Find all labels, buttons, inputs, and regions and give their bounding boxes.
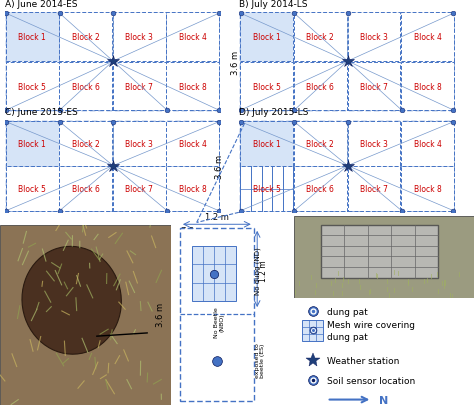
- Text: Block 4: Block 4: [414, 139, 441, 148]
- Bar: [347, 13, 401, 62]
- Bar: [6, 121, 59, 166]
- Bar: [294, 13, 347, 62]
- Bar: [347, 121, 401, 166]
- Bar: [59, 62, 112, 111]
- Text: Block 5: Block 5: [253, 184, 281, 193]
- Text: Block 2: Block 2: [72, 139, 100, 148]
- Bar: [401, 13, 454, 62]
- Text: N: N: [379, 395, 389, 405]
- Bar: [240, 167, 293, 211]
- Text: B) July 2014-LS: B) July 2014-LS: [239, 0, 308, 9]
- Text: 3.6 m: 3.6 m: [231, 50, 240, 74]
- Text: Block 3: Block 3: [126, 33, 154, 42]
- Text: Block 2: Block 2: [72, 33, 100, 42]
- Text: Block 3: Block 3: [126, 139, 154, 148]
- Text: Block 3: Block 3: [360, 33, 388, 42]
- Bar: [240, 62, 293, 111]
- Bar: [294, 121, 347, 166]
- Bar: [166, 62, 219, 111]
- Bar: [401, 62, 454, 111]
- Text: 1.2 m: 1.2 m: [205, 212, 229, 221]
- Text: 7.2 m: 7.2 m: [181, 227, 205, 236]
- Text: 1.2 m: 1.2 m: [259, 259, 268, 281]
- Text: Block 1: Block 1: [253, 139, 281, 148]
- Text: Block 8: Block 8: [179, 184, 207, 193]
- Bar: [113, 62, 166, 111]
- Text: Block 6: Block 6: [306, 82, 334, 91]
- Bar: [113, 167, 166, 211]
- Bar: [59, 121, 112, 166]
- Text: Block 1: Block 1: [18, 139, 46, 148]
- Text: Block 2: Block 2: [307, 139, 334, 148]
- Text: Block 8: Block 8: [414, 82, 441, 91]
- Text: Block 4: Block 4: [179, 33, 207, 42]
- Bar: [240, 121, 293, 166]
- Bar: [347, 62, 401, 111]
- Bar: [321, 225, 438, 278]
- Text: 3.6 m: 3.6 m: [156, 302, 165, 326]
- Text: Soil sensor location: Soil sensor location: [327, 376, 415, 385]
- Text: Block 7: Block 7: [126, 184, 154, 193]
- Bar: [401, 167, 454, 211]
- Text: Block 1: Block 1: [18, 33, 46, 42]
- Bar: [294, 167, 347, 211]
- Text: Block 7: Block 7: [126, 82, 154, 91]
- Bar: [294, 62, 347, 111]
- Bar: [6, 13, 59, 62]
- Text: No dung (ND): No dung (ND): [255, 246, 261, 294]
- Bar: [6, 62, 59, 111]
- Text: A) June 2014-ES: A) June 2014-ES: [5, 0, 77, 9]
- Text: Block 2: Block 2: [307, 33, 334, 42]
- Bar: [113, 121, 166, 166]
- Text: Block 8: Block 8: [179, 82, 207, 91]
- Text: Block 7: Block 7: [360, 82, 388, 91]
- Text: Block 4: Block 4: [414, 33, 441, 42]
- Text: C) June 2015-ES: C) June 2015-ES: [5, 108, 77, 117]
- Text: dung pat: dung pat: [327, 307, 367, 316]
- Bar: [166, 121, 219, 166]
- Bar: [166, 13, 219, 62]
- Bar: [302, 320, 323, 341]
- Bar: [401, 121, 454, 166]
- Bar: [59, 167, 112, 211]
- Text: Block 7: Block 7: [360, 184, 388, 193]
- Bar: [6, 167, 59, 211]
- Text: Block 3: Block 3: [360, 139, 388, 148]
- Text: Mesh wire covering
dung pat: Mesh wire covering dung pat: [327, 320, 415, 341]
- Text: Block 1: Block 1: [253, 33, 281, 42]
- Text: Block 6: Block 6: [72, 184, 100, 193]
- Text: Block 6: Block 6: [306, 184, 334, 193]
- Bar: [240, 13, 293, 62]
- Text: Block 5: Block 5: [253, 82, 281, 91]
- Bar: [113, 13, 166, 62]
- Text: Block 5: Block 5: [18, 82, 46, 91]
- Bar: [347, 167, 401, 211]
- Text: No Beetle
(NBO): No Beetle (NBO): [214, 307, 225, 337]
- Text: Weather station: Weather station: [327, 356, 399, 365]
- Text: D) July 2015-LS: D) July 2015-LS: [239, 108, 309, 117]
- Bar: [166, 167, 219, 211]
- Bar: [180, 228, 254, 401]
- Text: Block 8: Block 8: [414, 184, 441, 193]
- Text: exposed to
beetle (ES): exposed to beetle (ES): [255, 342, 265, 377]
- Text: Block 4: Block 4: [179, 139, 207, 148]
- Ellipse shape: [22, 247, 121, 354]
- Bar: [59, 13, 112, 62]
- Text: Block 6: Block 6: [72, 82, 100, 91]
- Text: Block 5: Block 5: [18, 184, 46, 193]
- Bar: [240, 167, 293, 211]
- Bar: [192, 247, 236, 301]
- Text: 3.6 m: 3.6 m: [215, 155, 224, 179]
